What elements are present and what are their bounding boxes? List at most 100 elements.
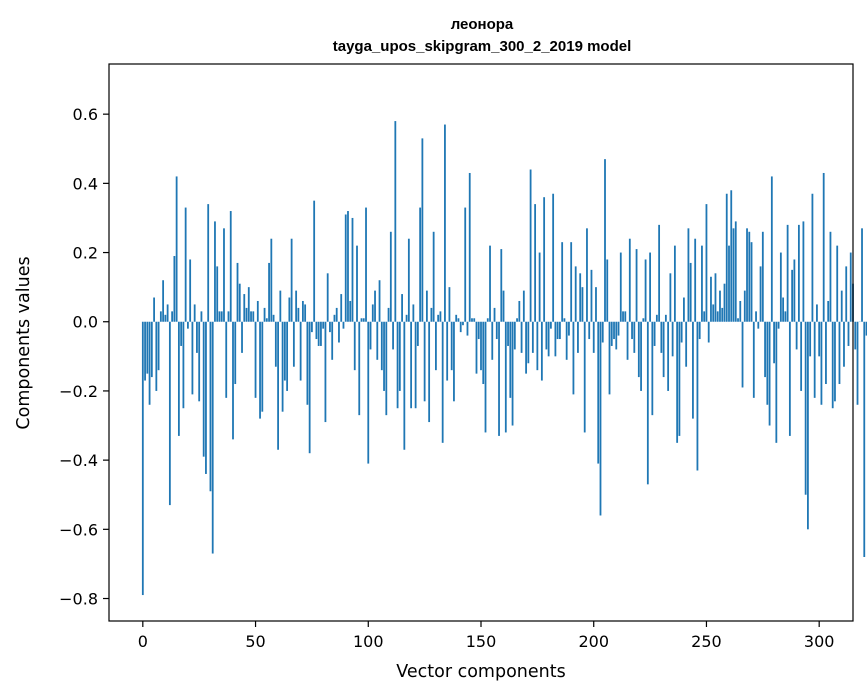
bar: [358, 321, 361, 416]
bar: [843, 321, 845, 367]
bar: [396, 321, 399, 409]
y-tick-label: 0.0: [73, 313, 98, 332]
bar: [741, 321, 744, 388]
bar: [182, 321, 185, 409]
bar: [457, 318, 460, 322]
bar: [732, 228, 735, 322]
bar: [525, 321, 527, 374]
bar: [590, 269, 593, 322]
bar: [351, 217, 354, 322]
bar: [775, 321, 778, 443]
bar: [599, 321, 602, 516]
bar: [696, 321, 699, 471]
bar: [205, 321, 207, 474]
bar: [268, 262, 270, 322]
bar: [791, 269, 794, 322]
bar: [207, 204, 210, 322]
bar: [536, 321, 539, 371]
bar: [360, 318, 363, 322]
y-tick-label: 0.4: [73, 174, 98, 193]
bar: [640, 321, 642, 391]
bar: [313, 200, 316, 322]
bar: [482, 321, 485, 385]
bar: [295, 290, 298, 322]
bar: [827, 300, 830, 322]
bar: [466, 321, 469, 336]
bar: [274, 321, 277, 367]
bar: [441, 321, 444, 443]
bar: [480, 321, 482, 371]
bar: [159, 311, 162, 322]
bar: [552, 193, 555, 322]
bar: [277, 321, 279, 450]
bar: [329, 321, 331, 333]
bar: [473, 318, 476, 322]
bar: [761, 231, 764, 322]
bar: [712, 304, 715, 322]
bar: [421, 138, 424, 322]
bar: [489, 245, 491, 322]
bar: [216, 266, 219, 322]
x-axis-label: Vector components: [396, 662, 565, 682]
bar: [202, 321, 205, 457]
bar: [800, 321, 803, 391]
bar: [491, 321, 494, 360]
bar: [764, 321, 766, 378]
chart-title: леонора: [451, 16, 514, 33]
bar: [540, 321, 543, 381]
bar: [405, 314, 408, 322]
bar: [322, 321, 325, 329]
bar: [610, 321, 613, 346]
bar: [782, 297, 785, 322]
bar: [579, 273, 582, 322]
bar: [299, 321, 302, 381]
bar: [425, 290, 428, 322]
bar: [340, 294, 343, 322]
bar: [606, 259, 609, 322]
bar: [651, 321, 654, 416]
bar: [225, 321, 228, 398]
bar: [622, 311, 624, 322]
bar: [459, 321, 462, 333]
bar: [516, 318, 518, 322]
bar: [157, 321, 160, 371]
bar: [723, 283, 726, 322]
bar: [583, 321, 586, 433]
bar: [218, 311, 221, 322]
y-axis: −0.8 −0.6 −0.4 −0.2 0.0 0.2 0.4 0.6: [59, 105, 109, 609]
bar: [863, 321, 866, 557]
bar: [818, 321, 821, 357]
bar: [200, 311, 203, 322]
bar: [344, 214, 347, 322]
bar: [414, 321, 417, 409]
bar: [773, 321, 775, 364]
bar: [577, 321, 579, 353]
bar: [563, 318, 566, 322]
bar: [649, 252, 651, 322]
bar: [144, 321, 146, 381]
bar: [802, 221, 805, 322]
bar: [223, 228, 225, 322]
bar: [721, 307, 724, 322]
bar: [807, 321, 809, 530]
bar: [739, 300, 742, 322]
bar: [592, 321, 595, 353]
bar: [568, 321, 570, 336]
bar: [662, 321, 665, 378]
bar: [561, 242, 564, 322]
bar: [816, 304, 818, 322]
bar: [856, 321, 859, 405]
bar: [270, 238, 273, 322]
bar: [534, 204, 537, 322]
bar: [387, 307, 390, 322]
bar: [290, 238, 293, 322]
bar: [315, 321, 318, 340]
bar: [365, 207, 367, 322]
bar: [419, 207, 422, 322]
bar: [788, 321, 791, 436]
bar: [527, 321, 530, 364]
bar: [283, 321, 286, 381]
bar: [356, 245, 358, 322]
bar: [820, 321, 823, 405]
